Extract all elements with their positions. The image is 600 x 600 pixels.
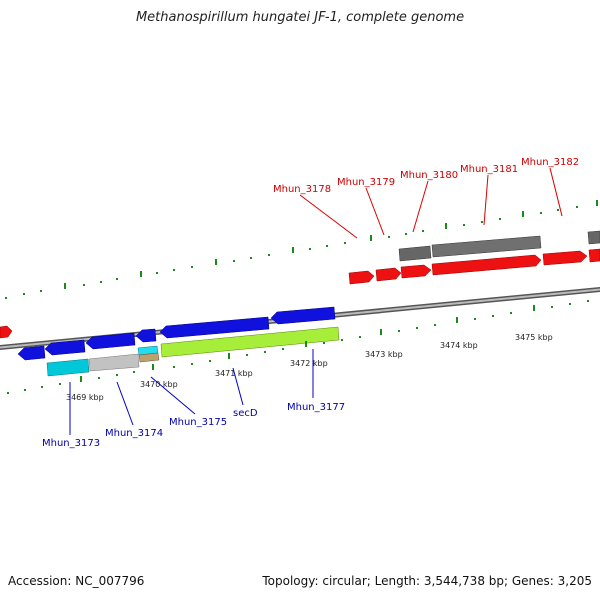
reverse-gene-arrow[interactable] <box>17 345 46 361</box>
grey-feature[interactable] <box>398 245 432 262</box>
scale-label: 3474 kbp <box>440 341 478 350</box>
gene-label-secd[interactable]: secD <box>233 408 258 419</box>
forward-gene-arrow[interactable] <box>542 250 588 266</box>
accession-text: Accession: NC_007796 <box>8 574 145 588</box>
reverse-gene-track <box>17 306 336 361</box>
colored-feature-track <box>46 326 340 377</box>
tan-feature[interactable] <box>138 352 160 363</box>
forward-gene-arrow[interactable] <box>375 267 402 282</box>
gene-label-mhun-3178[interactable]: Mhun_3178 <box>273 184 331 195</box>
grey-feature[interactable] <box>431 235 542 258</box>
reverse-labels: Mhun_3173 Mhun_3174 Mhun_3175 secD Mhun_… <box>42 402 345 449</box>
gene-label-mhun-3175[interactable]: Mhun_3175 <box>169 417 227 428</box>
genome-summary-text: Topology: circular; Length: 3,544,738 bp… <box>262 574 592 588</box>
reverse-gene-arrow[interactable] <box>135 328 157 343</box>
scale-label: 3472 kbp <box>290 359 328 368</box>
grey-feature-track <box>398 230 600 262</box>
forward-gene-arrow[interactable] <box>588 248 600 263</box>
forward-label-leaders <box>299 167 563 239</box>
scale-label: 3475 kbp <box>515 333 553 342</box>
scale-label: 3471 kbp <box>215 369 253 378</box>
scale-label: 3470 kbp <box>140 380 178 389</box>
map-title: Methanospirillum hungatei JF-1, complete… <box>135 10 465 25</box>
gene-label-mhun-3174[interactable]: Mhun_3174 <box>105 428 163 439</box>
gene-label-mhun-3173[interactable]: Mhun_3173 <box>42 438 100 449</box>
reverse-gene-arrow[interactable] <box>270 306 336 325</box>
gene-label-mhun-3177[interactable]: Mhun_3177 <box>287 402 345 413</box>
scale-label: 3469 kbp <box>66 393 104 402</box>
forward-gene-track <box>0 248 600 339</box>
forward-gene-arrow[interactable] <box>348 270 375 285</box>
grey-feature[interactable] <box>587 230 600 245</box>
reverse-label-leaders <box>69 349 314 435</box>
lime-feature[interactable] <box>160 326 340 358</box>
gene-label-mhun-3179[interactable]: Mhun_3179 <box>337 177 395 188</box>
inner-tick-row <box>7 300 589 394</box>
reverse-gene-arrow[interactable] <box>44 339 86 356</box>
gene-label-mhun-3181[interactable]: Mhun_3181 <box>460 164 518 175</box>
forward-gene-arrow[interactable] <box>431 254 542 276</box>
scale-labels: 3469 kbp 3470 kbp 3471 kbp 3472 kbp 3473… <box>66 333 553 402</box>
forward-gene-arrow[interactable] <box>400 264 432 279</box>
gene-label-mhun-3182[interactable]: Mhun_3182 <box>521 157 579 168</box>
lightgrey-feature[interactable] <box>88 353 140 372</box>
reverse-gene-arrow[interactable] <box>85 332 136 350</box>
scale-label: 3473 kbp <box>365 350 403 359</box>
gene-label-mhun-3180[interactable]: Mhun_3180 <box>400 170 458 181</box>
outer-tick-row <box>5 200 598 299</box>
reverse-gene-arrow[interactable] <box>159 316 270 339</box>
forward-gene-arrow[interactable] <box>0 325 13 339</box>
cyan-feature[interactable] <box>46 358 90 377</box>
forward-labels: Mhun_3178 Mhun_3179 Mhun_3180 Mhun_3181 … <box>273 157 579 195</box>
